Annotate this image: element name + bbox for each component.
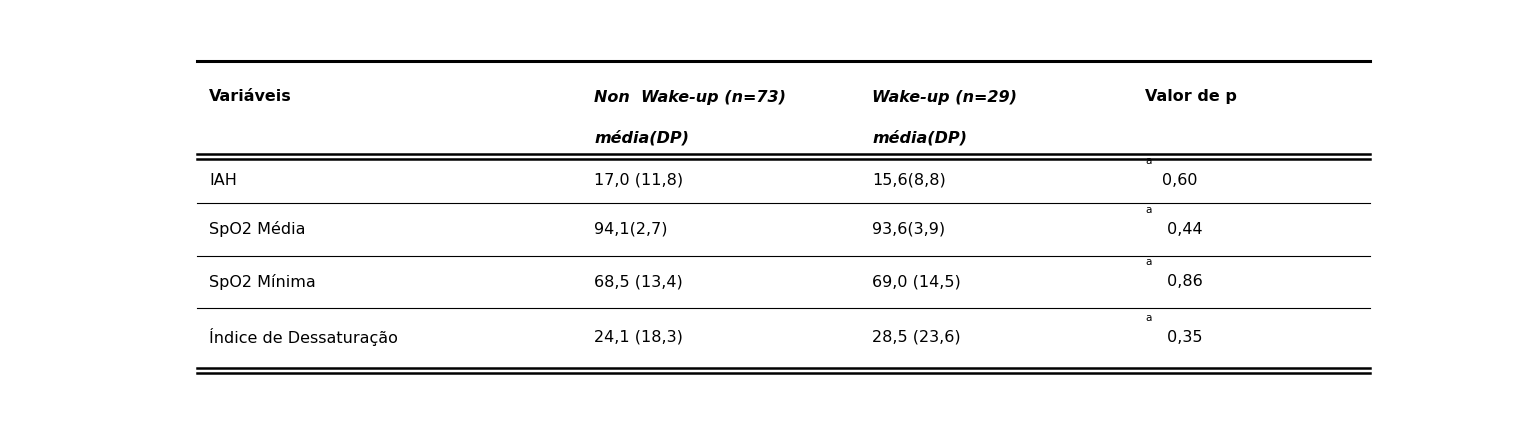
Text: 28,5 (23,6): 28,5 (23,6) [873, 330, 962, 345]
Text: 17,0 (11,8): 17,0 (11,8) [595, 173, 683, 188]
Text: média(DP): média(DP) [595, 130, 690, 145]
Text: Wake-up (n=29): Wake-up (n=29) [873, 90, 1017, 105]
Text: SpO2 Mínima: SpO2 Mínima [209, 274, 315, 290]
Text: 0,35: 0,35 [1162, 330, 1202, 345]
Text: 93,6(3,9): 93,6(3,9) [873, 222, 945, 237]
Text: a: a [1145, 257, 1151, 267]
Text: Índice de Dessaturação: Índice de Dessaturação [209, 329, 398, 346]
Text: Non  Wake-up (n=73): Non Wake-up (n=73) [595, 90, 786, 105]
Text: 69,0 (14,5): 69,0 (14,5) [873, 274, 962, 289]
Text: Valor de p: Valor de p [1145, 89, 1237, 104]
Text: a: a [1145, 205, 1151, 215]
Text: 0,86: 0,86 [1162, 274, 1202, 289]
Text: 94,1(2,7): 94,1(2,7) [595, 222, 668, 237]
Text: Variáveis: Variáveis [209, 89, 292, 104]
Text: IAH: IAH [209, 173, 237, 188]
Text: a: a [1145, 313, 1151, 323]
Text: SpO2 Média: SpO2 Média [209, 221, 306, 237]
Text: 15,6(8,8): 15,6(8,8) [873, 173, 946, 188]
Text: a: a [1145, 156, 1151, 166]
Text: 68,5 (13,4): 68,5 (13,4) [595, 274, 683, 289]
Text: 24,1 (18,3): 24,1 (18,3) [595, 330, 683, 345]
Text: média(DP): média(DP) [873, 130, 968, 145]
Text: 0,44: 0,44 [1162, 222, 1202, 237]
Text: 0,60: 0,60 [1162, 173, 1197, 188]
